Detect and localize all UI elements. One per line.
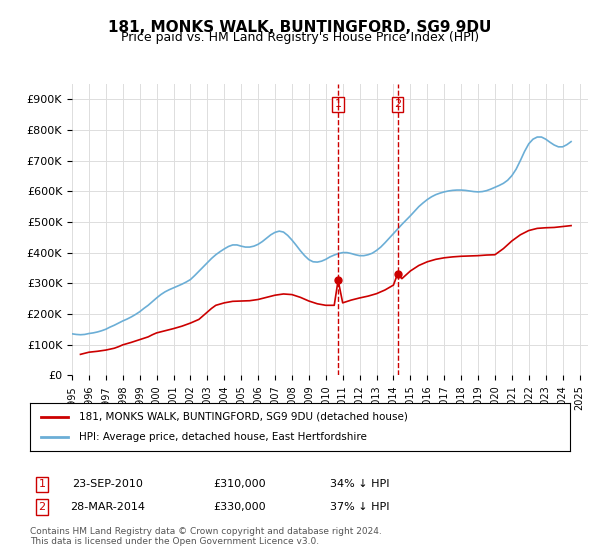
Text: Contains HM Land Registry data © Crown copyright and database right 2024.
This d: Contains HM Land Registry data © Crown c… xyxy=(30,526,382,546)
Text: £330,000: £330,000 xyxy=(214,502,266,512)
Text: 28-MAR-2014: 28-MAR-2014 xyxy=(71,502,146,512)
Text: 181, MONKS WALK, BUNTINGFORD, SG9 9DU (detached house): 181, MONKS WALK, BUNTINGFORD, SG9 9DU (d… xyxy=(79,412,407,422)
Text: 37% ↓ HPI: 37% ↓ HPI xyxy=(330,502,390,512)
Text: 2: 2 xyxy=(38,502,46,512)
Text: Price paid vs. HM Land Registry's House Price Index (HPI): Price paid vs. HM Land Registry's House … xyxy=(121,31,479,44)
Text: 34% ↓ HPI: 34% ↓ HPI xyxy=(330,479,390,489)
Text: 1: 1 xyxy=(38,479,46,489)
Text: 1: 1 xyxy=(335,99,341,109)
Text: 23-SEP-2010: 23-SEP-2010 xyxy=(73,479,143,489)
Text: £310,000: £310,000 xyxy=(214,479,266,489)
Text: 2: 2 xyxy=(394,99,401,109)
Text: HPI: Average price, detached house, East Hertfordshire: HPI: Average price, detached house, East… xyxy=(79,432,367,442)
Text: 181, MONKS WALK, BUNTINGFORD, SG9 9DU: 181, MONKS WALK, BUNTINGFORD, SG9 9DU xyxy=(109,20,491,35)
